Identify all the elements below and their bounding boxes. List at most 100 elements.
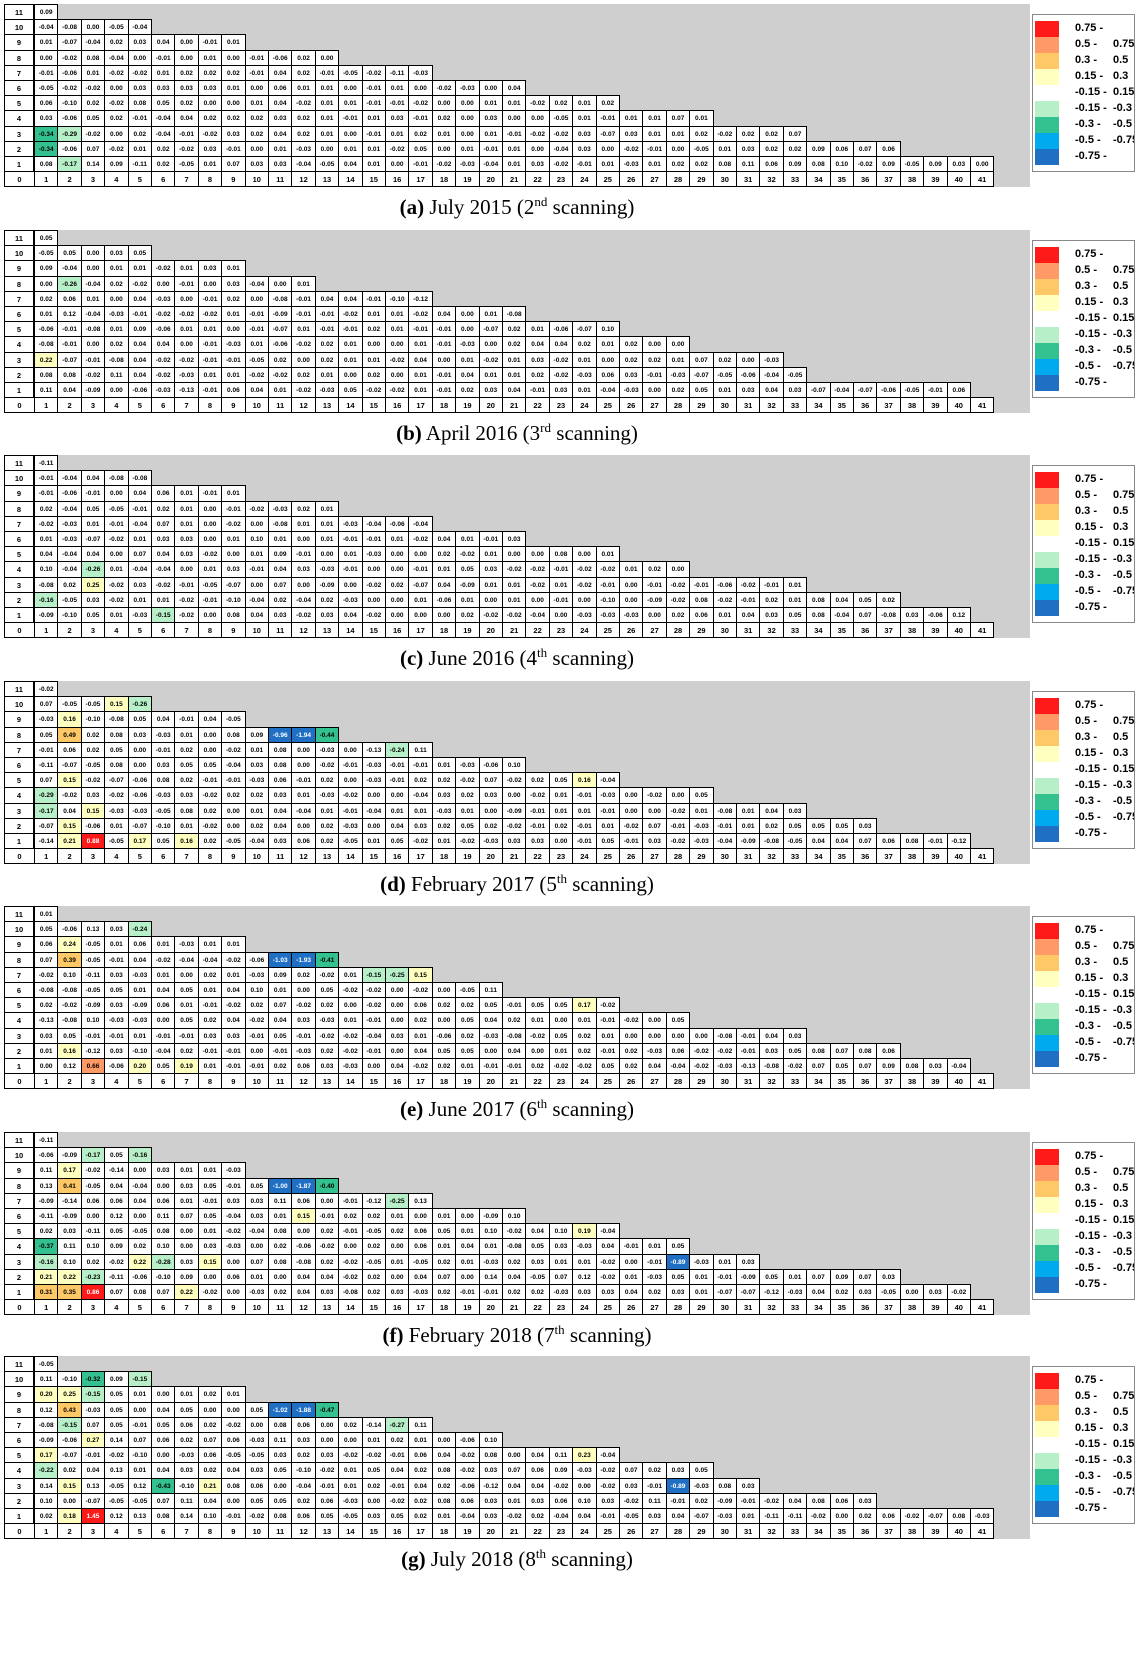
y-tick-label: 6	[4, 757, 34, 774]
heatmap-cell: -0.07	[853, 382, 878, 399]
heatmap-cell: 0.03	[268, 1447, 293, 1464]
heatmap-cell: -0.02	[595, 1253, 620, 1270]
heatmap-cell: 0.04	[736, 607, 761, 624]
heatmap-cell: 0.00	[221, 95, 246, 112]
heatmap-cell: 0.08	[127, 1284, 152, 1301]
heatmap-cell: 0.01	[619, 1268, 644, 1285]
heatmap-cell: 0.01	[408, 1432, 433, 1449]
heatmap-cell: -0.09	[57, 1208, 82, 1225]
x-tick-label: 27	[642, 171, 667, 187]
heatmap-cell: 0.05	[525, 997, 550, 1014]
heatmap-cell: 0.00	[314, 49, 340, 66]
x-tick-label: 32	[759, 1523, 784, 1539]
legend-high-label: 0.3	[1113, 1422, 1129, 1434]
legend-item: 0.3 -0.5	[1035, 504, 1134, 520]
legend-low-label: 0.15 -	[1075, 972, 1104, 984]
heatmap-cell: 0.04	[502, 1042, 527, 1059]
x-tick-label: 32	[759, 171, 784, 187]
x-tick-label: 36	[853, 1299, 878, 1315]
heatmap-cell: 0.01	[665, 351, 691, 368]
heatmap-cell: -0.03	[80, 1401, 106, 1418]
heatmap-cell: -0.04	[291, 591, 316, 608]
legend-swatch	[1035, 311, 1059, 327]
heatmap-cell: -0.03	[572, 607, 597, 624]
heatmap-cell: 0.06	[665, 1042, 691, 1059]
x-tick-label: 27	[642, 1299, 667, 1315]
heatmap-cell: 0.10	[34, 1492, 59, 1509]
heatmap-cell: -0.01	[361, 290, 386, 307]
heatmap-cell: 0.01	[595, 817, 620, 834]
heatmap-cell: 0.02	[759, 125, 784, 142]
heatmap-cell: 0.00	[665, 1027, 691, 1044]
heatmap-cell: 0.02	[431, 546, 457, 563]
heatmap-cell: 0.02	[689, 125, 714, 142]
x-tick-label: 10	[244, 171, 269, 187]
heatmap-cell: 0.00	[525, 546, 550, 563]
x-tick-label: 26	[619, 171, 644, 187]
legend-high-label: -0.3	[1113, 328, 1132, 340]
legend-swatch	[1035, 1149, 1059, 1165]
heatmap-cell: 0.01	[361, 140, 386, 157]
heatmap-cell: 0.00	[244, 140, 269, 157]
y-tick-label: 1	[4, 1058, 34, 1075]
heatmap-cell: -0.02	[104, 140, 129, 157]
heatmap-cell: 0.13	[34, 1177, 59, 1194]
heatmap-cell: -0.03	[104, 306, 129, 323]
x-tick-label: 24	[572, 1073, 597, 1089]
heatmap-cell: -0.02	[314, 1027, 340, 1044]
legend-high-label: -0.5	[1113, 1020, 1132, 1032]
heatmap-cell: -0.08	[759, 833, 784, 850]
heatmap-cell: -0.01	[361, 80, 386, 97]
heatmap-cell: 0.01	[712, 140, 737, 157]
heatmap-cell: -0.07	[689, 1508, 714, 1525]
legend-swatch	[1035, 826, 1059, 842]
heatmap-cell: 0.05	[431, 1042, 457, 1059]
heatmap-cell: 0.01	[502, 351, 527, 368]
heatmap-cell: -0.05	[455, 982, 480, 999]
heatmap-cell: 0.06	[525, 1462, 550, 1479]
heatmap-cell: 0.12	[34, 1401, 59, 1418]
legend-item: 0.5 -0.75	[1035, 263, 1134, 279]
heatmap-cell: 0.07	[431, 1268, 457, 1285]
caption-suffix: scanning)	[545, 1547, 633, 1571]
heatmap-cell: 0.04	[502, 1268, 527, 1285]
heatmap-cell: -0.02	[361, 382, 386, 399]
heatmap-cell: 0.01	[431, 1508, 457, 1525]
x-tick-label: 10	[244, 1299, 269, 1315]
heatmap-cell: -0.02	[57, 997, 82, 1014]
x-tick-label: 8	[197, 1073, 223, 1089]
heatmap-cell: -0.02	[619, 1012, 644, 1029]
legend-swatch	[1035, 1229, 1059, 1245]
heatmap-cell: 0.01	[478, 546, 503, 563]
heatmap-cell: -0.05	[619, 1508, 644, 1525]
heatmap-cell: -0.11	[34, 757, 59, 774]
legend-swatch	[1035, 101, 1059, 117]
heatmap-cell: -0.01	[572, 817, 597, 834]
y-tick-label: 4	[4, 110, 34, 127]
x-tick-label: 32	[759, 848, 784, 864]
heatmap-cell: 0.00	[151, 275, 176, 292]
heatmap-cell: 0.16	[174, 833, 199, 850]
heatmap-cell: -0.04	[244, 591, 269, 608]
heatmap-cell: 0.02	[642, 1284, 667, 1301]
heatmap-cell: 0.04	[338, 607, 363, 624]
heatmap-cell: 0.00	[197, 1401, 223, 1418]
x-tick-label: 10	[244, 397, 269, 413]
heatmap-cell: 0.03	[291, 1012, 316, 1029]
heatmap-cell: -0.04	[57, 561, 82, 578]
heatmap-cell: 0.22	[127, 1253, 152, 1270]
heatmap-cell: 0.06	[876, 140, 901, 157]
x-tick-label: 28	[665, 171, 691, 187]
x-tick-label: 24	[572, 1299, 597, 1315]
heatmap-cell: -0.06	[127, 772, 152, 789]
x-tick-label: 16	[385, 848, 410, 864]
heatmap-cell: -0.02	[291, 997, 316, 1014]
heatmap-cell: -0.02	[314, 966, 340, 983]
heatmap-cell: -0.02	[712, 1042, 737, 1059]
heatmap-cell: 0.12	[104, 1508, 129, 1525]
heatmap-cell: -0.02	[782, 1058, 808, 1075]
heatmap-cell: 0.00	[548, 833, 574, 850]
legend-low-label: -0.75 -	[1075, 601, 1107, 613]
heatmap-cell: 0.07	[853, 607, 878, 624]
heatmap-cell: 0.00	[502, 1447, 527, 1464]
